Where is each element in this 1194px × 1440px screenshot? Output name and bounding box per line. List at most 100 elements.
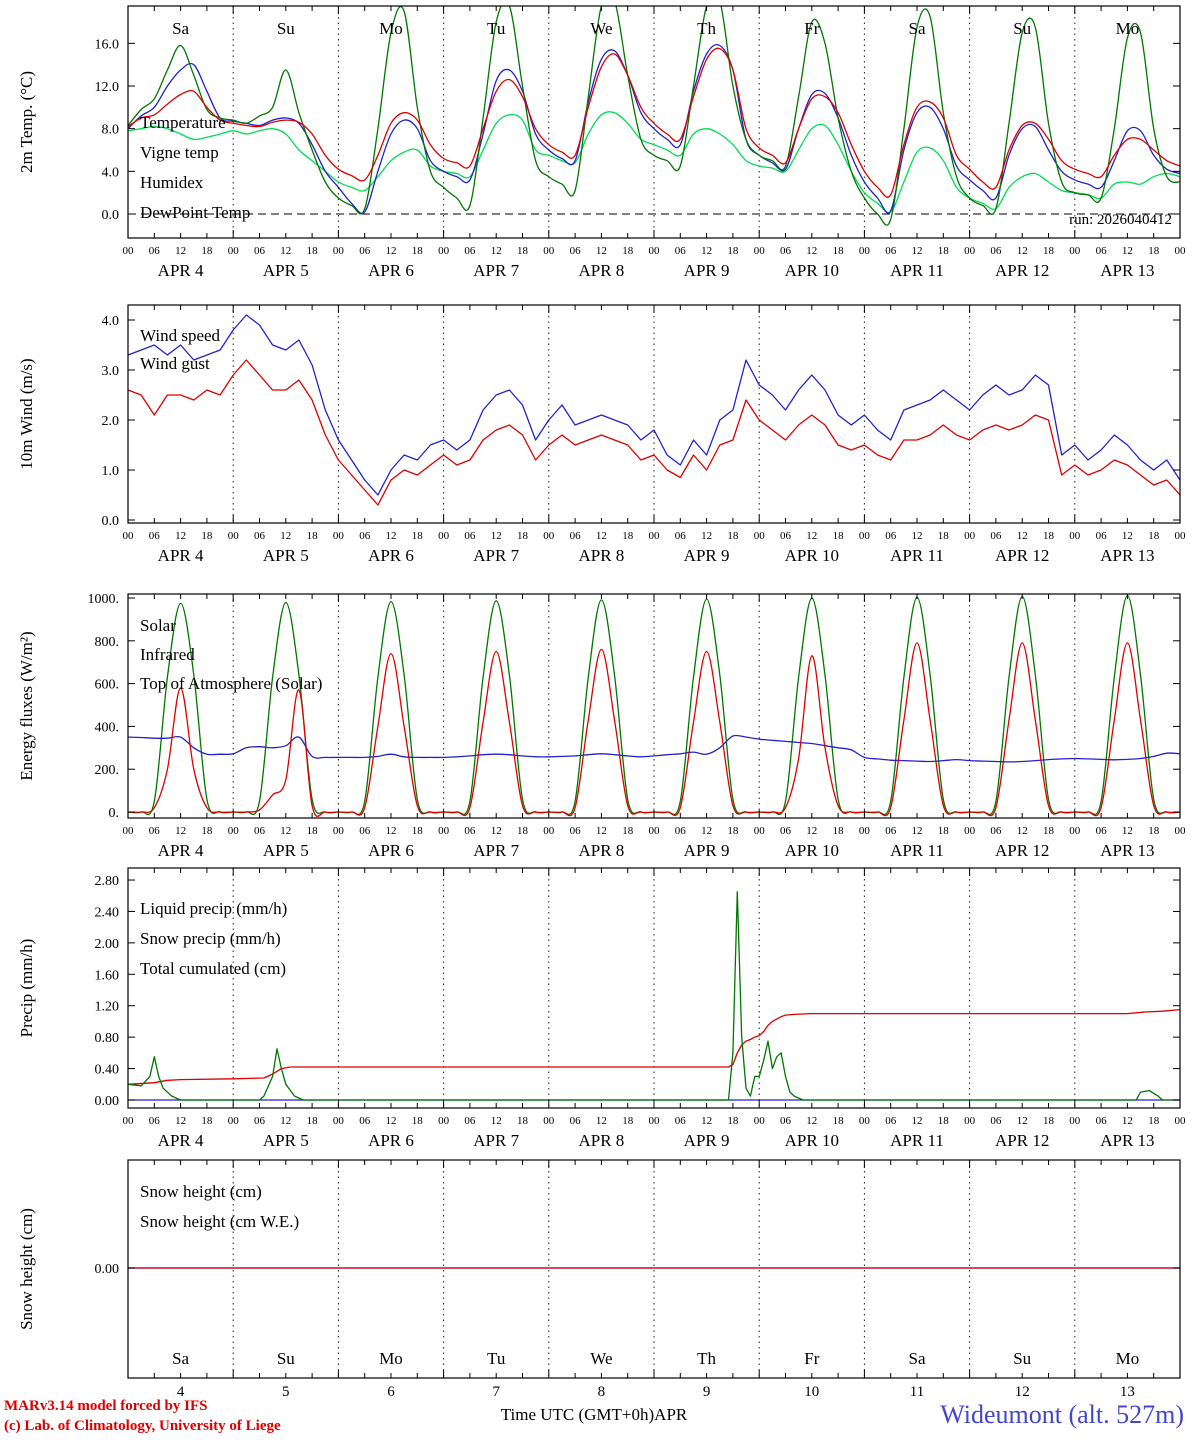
- hour-tick-label: 18: [412, 1115, 424, 1127]
- y-tick-label: 2.80: [95, 874, 120, 889]
- weekday-label: Su: [277, 19, 295, 38]
- hour-tick-label: 12: [491, 245, 502, 257]
- date-label: APR 6: [368, 261, 414, 280]
- hour-tick-label: 12: [386, 245, 397, 257]
- hour-tick-label: 06: [885, 245, 897, 257]
- weekday-label: Mo: [379, 1349, 403, 1368]
- day-number: 4: [177, 1384, 185, 1400]
- hour-tick-label: 00: [123, 245, 135, 257]
- y-tick-label: 1.0: [102, 464, 120, 479]
- hour-tick-label: 06: [1096, 825, 1108, 837]
- hour-tick-label: 12: [491, 530, 502, 542]
- series-dewpoint: [128, 111, 1180, 214]
- date-label: APR 13: [1100, 261, 1154, 280]
- hour-tick-label: 06: [359, 530, 371, 542]
- hour-tick-label: 12: [912, 245, 923, 257]
- hour-tick-label: 00: [649, 245, 661, 257]
- date-label: APR 10: [785, 841, 839, 860]
- hour-tick-label: 12: [912, 825, 923, 837]
- day-number: 6: [387, 1384, 395, 1400]
- hour-tick-label: 18: [1043, 1115, 1055, 1127]
- hour-tick-label: 06: [359, 1115, 371, 1127]
- hour-tick-label: 12: [280, 825, 291, 837]
- date-label: APR 11: [890, 546, 944, 565]
- axis-ticks: [127, 594, 1181, 818]
- day-number: 9: [703, 1384, 711, 1400]
- weekday-label: We: [590, 1349, 612, 1368]
- legend-infrared: Infrared: [140, 645, 195, 664]
- date-label: APR 6: [368, 1131, 414, 1150]
- legend-vigne-temp: Vigne temp: [140, 143, 219, 162]
- hour-tick-label: 18: [938, 1115, 950, 1127]
- hour-tick-label: 18: [938, 530, 950, 542]
- hour-tick-label: 00: [228, 245, 240, 257]
- hour-tick-label: 12: [280, 245, 291, 257]
- y-tick-label: 0.00: [95, 1094, 120, 1109]
- hour-tick-label: 12: [1017, 1115, 1028, 1127]
- hour-tick-label: 00: [438, 530, 450, 542]
- hour-tick-label: 12: [386, 1115, 397, 1127]
- weekday-label: Tu: [487, 1349, 506, 1368]
- series-humidex: [128, 43, 1180, 215]
- hour-tick-label: 06: [254, 245, 266, 257]
- hour-tick-label: 18: [307, 245, 319, 257]
- hour-tick-label: 18: [517, 1115, 529, 1127]
- hour-tick-label: 18: [517, 825, 529, 837]
- wind-panel: 0.0 1.0 2.0 3.0 4.0 10m Wind (m/s) 00 06 12 18 00 0…: [17, 304, 1186, 565]
- legend-wind-speed: Wind speed: [140, 326, 221, 345]
- date-label: APR 12: [995, 841, 1049, 860]
- date-label: APR 9: [684, 1131, 730, 1150]
- y-tick-label: 0.80: [95, 1031, 120, 1046]
- hour-tick-label: 06: [990, 1115, 1002, 1127]
- y-tick-label: 2.40: [95, 905, 120, 920]
- y-tick-label: 400.: [95, 720, 120, 735]
- weekday-label: Mo: [379, 19, 403, 38]
- hour-tick-label: 06: [675, 245, 687, 257]
- hour-tick-label: 12: [912, 530, 923, 542]
- hour-tick-label: 00: [333, 530, 345, 542]
- hour-tick-label: 12: [175, 825, 186, 837]
- date-label: APR 9: [684, 841, 730, 860]
- date-label: APR 10: [785, 546, 839, 565]
- hour-tick-label: 06: [149, 1115, 161, 1127]
- hour-tick-label: 12: [1122, 1115, 1133, 1127]
- hour-tick-label: 18: [1043, 530, 1055, 542]
- hour-tick-label: 18: [1148, 1115, 1160, 1127]
- weekday-label: Mo: [1116, 1349, 1140, 1368]
- hour-tick-label: 06: [254, 530, 266, 542]
- temperature-panel: 0.0 4.0 8.0 12.0 16.0 2m Temp. (°C) 00 06 12 18 00…: [17, 5, 1186, 280]
- hour-tick-label: 18: [412, 825, 424, 837]
- hour-tick-label: 06: [570, 530, 582, 542]
- hour-tick-label: 00: [754, 825, 766, 837]
- y-tick-label: 200.: [95, 763, 120, 778]
- weekday-label: Su: [277, 1349, 295, 1368]
- date-label: APR 8: [578, 841, 624, 860]
- hour-tick-label: 06: [1096, 530, 1108, 542]
- date-label: APR 5: [263, 546, 309, 565]
- hour-tick-label: 06: [1096, 1115, 1108, 1127]
- y-tick-label: 0.40: [95, 1063, 120, 1078]
- weekday-label: Th: [697, 1349, 716, 1368]
- hour-tick-label: 06: [885, 825, 897, 837]
- hour-tick-label: 00: [543, 1115, 555, 1127]
- date-label: APR 13: [1100, 841, 1154, 860]
- y-tick-label: 3.0: [102, 364, 120, 379]
- hour-tick-label: 18: [201, 245, 213, 257]
- hour-tick-label: 00: [1069, 1115, 1081, 1127]
- date-label: APR 11: [890, 1131, 944, 1150]
- hour-tick-label: 12: [386, 530, 397, 542]
- hour-tick-label: 18: [622, 530, 634, 542]
- y-tick-label: 0.: [109, 806, 120, 821]
- hour-tick-label: 18: [622, 825, 634, 837]
- hour-tick-label: 00: [543, 530, 555, 542]
- hour-tick-label: 06: [464, 825, 476, 837]
- date-label: APR 6: [368, 546, 414, 565]
- series-wind-gust: [128, 314, 1180, 496]
- hour-tick-label: 06: [780, 825, 792, 837]
- hour-tick-label: 18: [1043, 825, 1055, 837]
- legend-wind-gust: Wind gust: [140, 354, 210, 373]
- hour-tick-label: 18: [727, 825, 739, 837]
- date-label: APR 9: [684, 546, 730, 565]
- legend-temperature: Temperature: [140, 113, 226, 132]
- axis-ticks: [127, 1160, 1181, 1378]
